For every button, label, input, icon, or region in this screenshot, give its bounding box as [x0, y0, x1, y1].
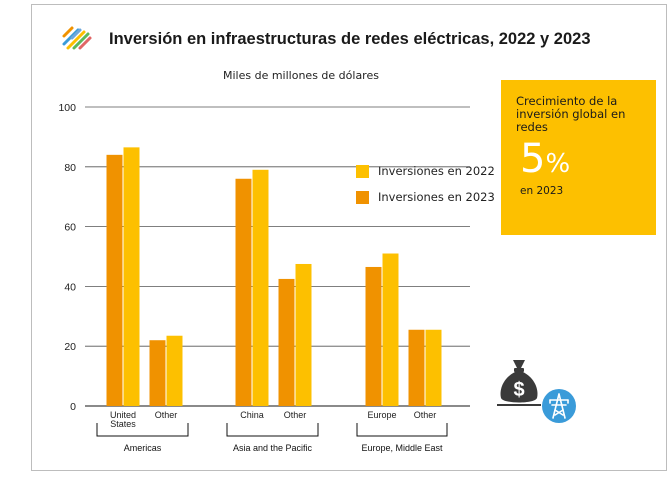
y-tick-label: 100 [58, 102, 76, 114]
legend-swatch-2022 [356, 164, 369, 178]
callout-year: en 2023 [520, 185, 564, 197]
bar-2023 [235, 178, 252, 406]
y-tick-label: 40 [64, 281, 76, 293]
y-tick-label: 80 [64, 162, 76, 174]
bar-2022 [382, 253, 399, 406]
x-tick-label: States [110, 419, 136, 429]
x-tick-label: Other [414, 410, 437, 420]
money-bag-icon: $ [497, 360, 541, 406]
callout-unit: % [545, 149, 571, 179]
x-tick-label: Other [155, 410, 178, 420]
y-tick-label: 20 [64, 341, 76, 353]
bar-2023 [408, 329, 425, 406]
callout-value: 5% [520, 136, 646, 187]
bar-2022 [252, 169, 269, 406]
bar-2023 [278, 278, 295, 406]
x-tick-label: China [240, 410, 264, 420]
y-tick-label: 0 [70, 401, 76, 413]
unit-label: Miles de millones de dólares [223, 69, 379, 82]
bar-2022 [166, 335, 183, 406]
growth-callout: Crecimiento de la inversión global en re… [501, 80, 656, 235]
bar-2023 [149, 340, 166, 406]
chart-title: Inversión en infraestructuras de redes e… [109, 30, 591, 48]
legend-label-2023: Inversiones en 2023 [378, 190, 495, 204]
x-tick-label: United [110, 410, 136, 420]
callout-number: 5 [520, 136, 546, 182]
callout-text: Crecimiento de la inversión global en re… [516, 94, 626, 134]
power-tower-icon [542, 389, 576, 423]
logo-icon [62, 26, 92, 50]
legend: Inversiones en 2022 Inversiones en 2023 [356, 160, 495, 212]
group-label: Europe, Middle East [361, 443, 443, 453]
group-bracket [96, 423, 189, 437]
y-tick-label: 60 [64, 222, 76, 234]
bar-2023 [106, 154, 123, 406]
legend-item-2022: Inversiones en 2022 [356, 160, 495, 182]
group-bracket [226, 423, 319, 437]
group-bracket [356, 423, 448, 437]
bar-2023 [365, 266, 382, 406]
group-label: Americas [124, 443, 162, 453]
group-label: Asia and the Pacific [233, 443, 313, 453]
bar-2022 [123, 147, 140, 407]
bar-2022 [425, 329, 442, 406]
svg-text:$: $ [513, 379, 524, 401]
legend-swatch-2023 [356, 190, 369, 204]
bar-2022 [295, 263, 312, 406]
x-tick-label: Other [284, 410, 307, 420]
legend-item-2023: Inversiones en 2023 [356, 186, 495, 208]
legend-label-2022: Inversiones en 2022 [378, 164, 495, 178]
x-tick-label: Europe [367, 410, 396, 420]
